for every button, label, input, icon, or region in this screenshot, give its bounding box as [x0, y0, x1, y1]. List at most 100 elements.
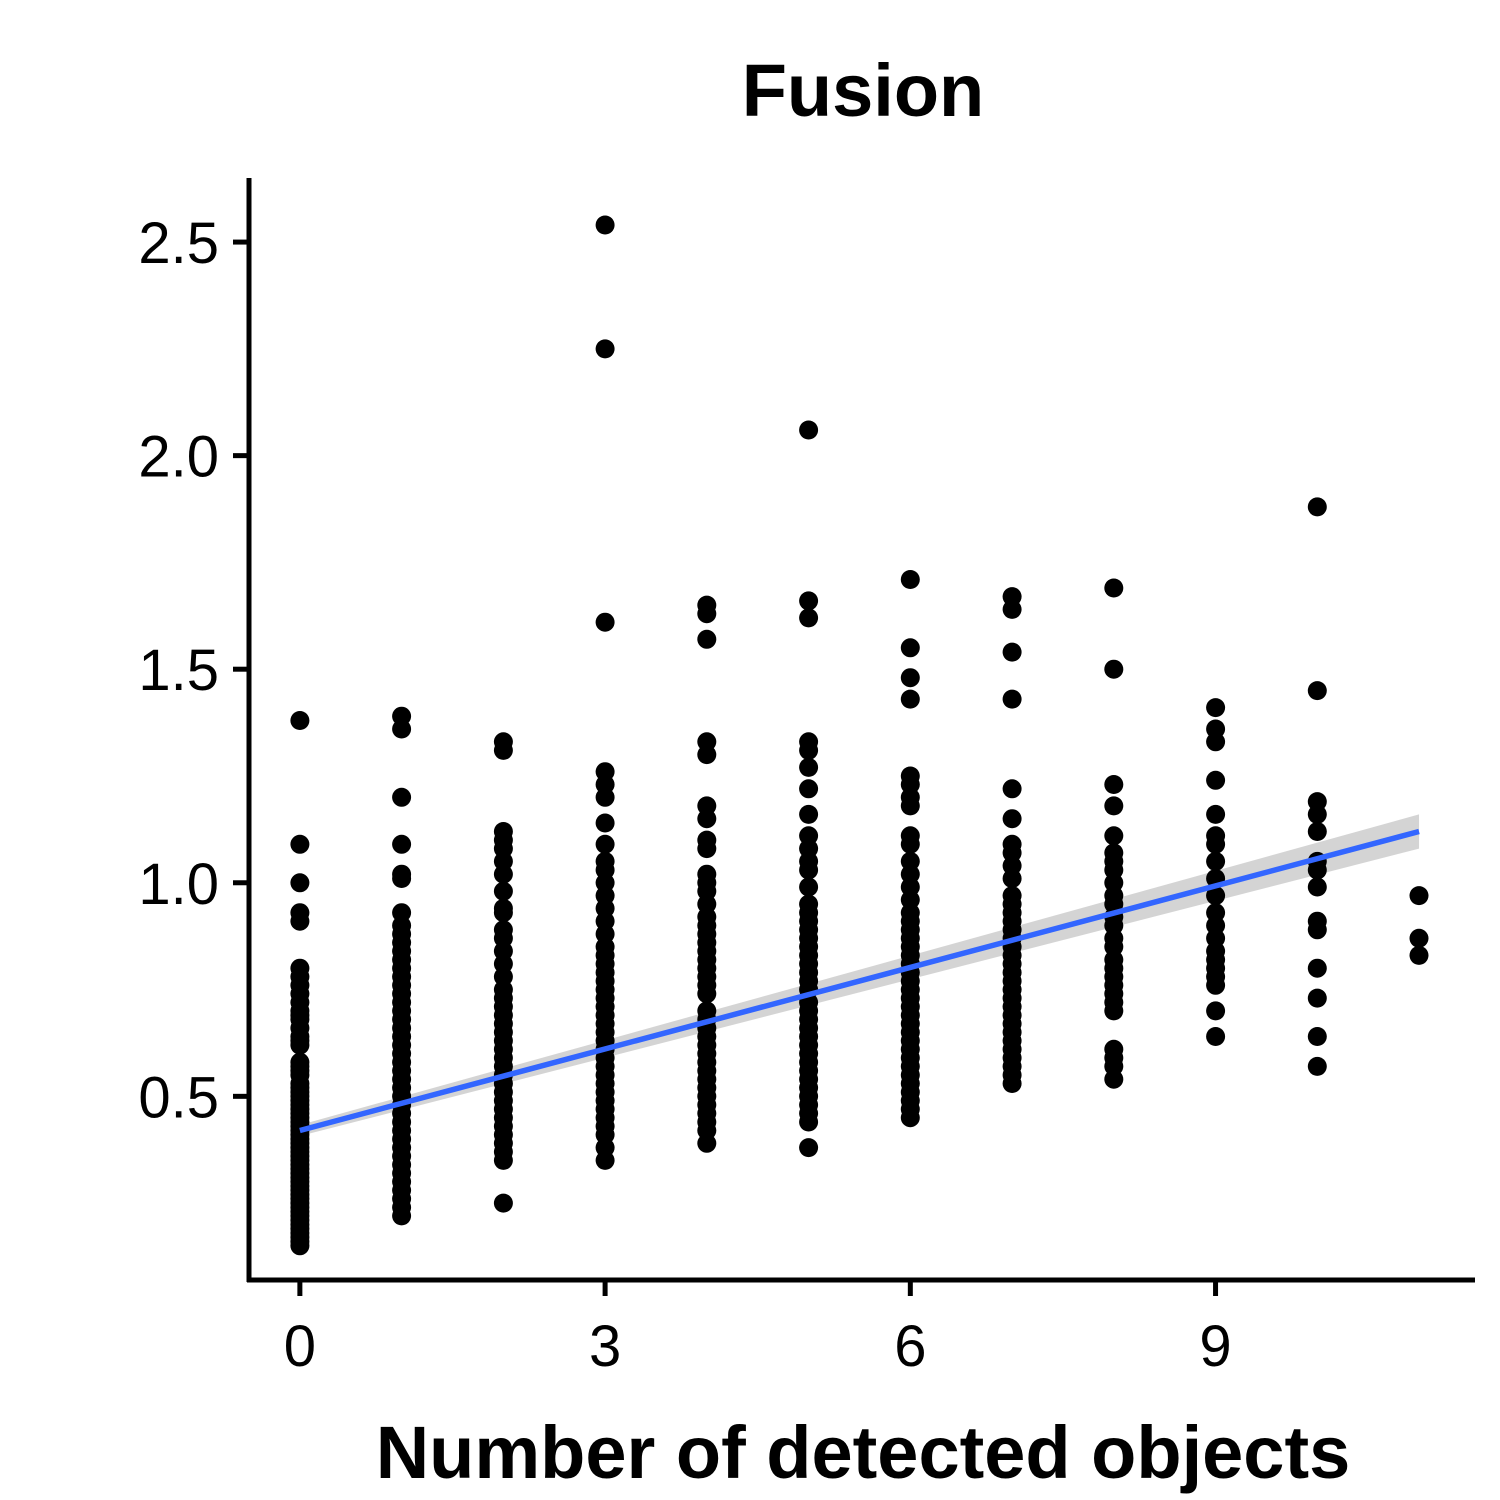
- data-point: [493, 1193, 513, 1213]
- axes: 0.5 1.0 1.5 2.0 2.5 0 3 6 9: [138, 178, 1475, 1379]
- data-point: [1002, 642, 1022, 662]
- data-point: [1104, 775, 1124, 794]
- data-point: [1307, 804, 1327, 824]
- data-point: [1307, 988, 1327, 1008]
- data-point: [697, 604, 717, 624]
- data-point: [1206, 770, 1226, 790]
- data-point: [1104, 796, 1124, 816]
- data-point: [1307, 877, 1327, 897]
- data-point: [1307, 681, 1327, 701]
- data-point: [1409, 945, 1429, 965]
- data-point: [595, 1150, 615, 1170]
- y-tick-label: 2.5: [138, 211, 219, 276]
- data-point: [392, 1206, 412, 1226]
- data-point: [1206, 886, 1226, 906]
- data-point: [493, 903, 513, 923]
- data-point: [900, 834, 920, 854]
- data-point: [1206, 732, 1226, 752]
- data-point: [799, 804, 819, 824]
- data-point: [1206, 698, 1226, 718]
- x-tick-label: 0: [284, 1314, 316, 1379]
- data-point: [1206, 834, 1226, 854]
- data-point: [595, 813, 615, 833]
- data-point: [900, 1108, 920, 1128]
- data-point: [290, 911, 310, 931]
- data-point: [1307, 822, 1327, 841]
- data-point: [697, 984, 717, 1004]
- data-point: [290, 711, 310, 730]
- data-point: [799, 420, 819, 440]
- data-point: [1307, 958, 1327, 978]
- data-point: [1307, 860, 1327, 880]
- data-point: [1104, 1069, 1124, 1089]
- data-point: [1206, 804, 1226, 824]
- y-tick-label: 1.5: [138, 638, 219, 703]
- data-point: [799, 757, 819, 777]
- data-point: [1409, 886, 1429, 906]
- trend-line: [299, 828, 1420, 1134]
- data-point: [493, 881, 513, 901]
- data-point: [1104, 659, 1124, 679]
- x-axis-label: Number of detected objects: [376, 1411, 1351, 1494]
- data-point: [1002, 1074, 1022, 1093]
- data-point: [799, 608, 819, 628]
- data-point: [1002, 869, 1022, 888]
- data-point: [493, 1150, 513, 1170]
- data-point: [799, 1112, 819, 1132]
- data-point: [799, 591, 819, 611]
- data-points: [290, 215, 1429, 1256]
- data-point: [697, 839, 717, 859]
- data-point: [799, 779, 819, 799]
- data-point: [1104, 1001, 1124, 1021]
- x-tick-label: 3: [589, 1314, 621, 1379]
- data-point: [1206, 1027, 1226, 1046]
- data-point: [1104, 578, 1124, 598]
- data-point: [392, 719, 412, 739]
- data-point: [595, 612, 615, 632]
- x-tick-label: 9: [1199, 1314, 1231, 1379]
- data-point: [900, 689, 920, 709]
- data-point: [799, 877, 819, 897]
- data-point: [900, 638, 920, 658]
- data-point: [1002, 809, 1022, 829]
- data-point: [392, 869, 412, 888]
- trend-line-layer: [299, 828, 1420, 1134]
- data-point: [290, 834, 310, 854]
- data-point: [697, 809, 717, 829]
- chart-title: Fusion: [742, 49, 985, 132]
- data-point: [1409, 928, 1429, 948]
- y-tick-label: 0.5: [138, 1065, 219, 1130]
- data-point: [1002, 779, 1022, 799]
- data-point: [290, 1035, 310, 1055]
- y-tick-label: 2.0: [138, 425, 219, 490]
- data-point: [595, 787, 615, 807]
- data-point: [1206, 1001, 1226, 1021]
- data-point: [799, 860, 819, 880]
- data-point: [1307, 1027, 1327, 1046]
- data-point: [697, 745, 717, 765]
- data-point: [392, 834, 412, 854]
- x-tick-label: 6: [894, 1314, 926, 1379]
- data-point: [697, 629, 717, 649]
- data-point: [900, 796, 920, 816]
- data-point: [595, 834, 615, 854]
- data-point: [799, 1138, 819, 1158]
- data-point: [1307, 1056, 1327, 1076]
- data-point: [392, 787, 412, 807]
- data-point: [493, 740, 513, 760]
- data-point: [900, 570, 920, 589]
- data-point: [799, 740, 819, 760]
- y-tick-label: 1.0: [138, 852, 219, 917]
- data-point: [1104, 826, 1124, 846]
- data-point: [1206, 975, 1226, 995]
- data-point: [1002, 599, 1022, 619]
- data-point: [595, 339, 615, 359]
- data-point: [290, 873, 310, 893]
- data-point: [697, 1133, 717, 1153]
- data-point: [1307, 920, 1327, 940]
- data-point: [900, 668, 920, 688]
- data-point: [290, 1236, 310, 1256]
- data-point: [493, 864, 513, 884]
